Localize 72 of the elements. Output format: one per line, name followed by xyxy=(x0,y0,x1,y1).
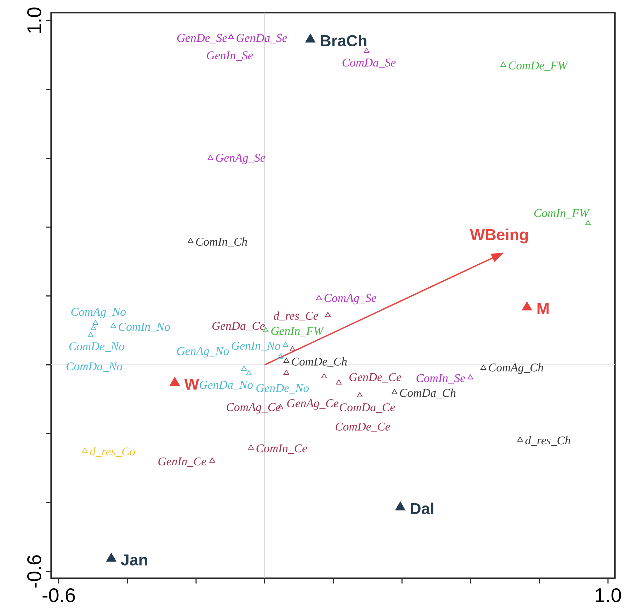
annotation: ComAg_Se xyxy=(324,294,377,305)
annotation: Jan xyxy=(121,554,148,566)
annotation: GenIn_Se xyxy=(207,52,254,61)
point xyxy=(242,366,248,371)
point xyxy=(90,325,96,330)
point xyxy=(106,553,117,562)
annotation: GenDa_Ce xyxy=(212,322,266,332)
point xyxy=(246,370,252,376)
point xyxy=(357,392,363,398)
point xyxy=(278,354,284,359)
annotation: ComAg_Ch xyxy=(489,363,544,374)
annotation: GenDa_No xyxy=(200,381,254,390)
annotation: GenIn_FW xyxy=(272,327,324,337)
annotation: GenAg_Ce xyxy=(288,399,339,410)
point xyxy=(208,155,214,160)
annotation: Dal xyxy=(411,502,434,514)
annotation: ComAg_No xyxy=(72,308,126,318)
annotation: d_res_Ch xyxy=(526,436,570,446)
annotation: GenIn_Ce xyxy=(158,458,206,468)
annotation: ComIn_No xyxy=(119,323,170,332)
point xyxy=(321,373,328,378)
point xyxy=(336,380,342,385)
annotation: GenIn_No xyxy=(232,342,281,352)
annotation: WBeing xyxy=(470,228,528,244)
point xyxy=(284,358,290,363)
point xyxy=(325,312,331,318)
annotation: ComDa_Se xyxy=(342,58,396,68)
annotation: GenDa_Se xyxy=(236,34,288,44)
annotation: ComIn_FW xyxy=(534,209,590,219)
annotation: ComDe_Ch xyxy=(292,357,347,368)
point xyxy=(522,302,532,311)
point xyxy=(290,346,296,352)
point xyxy=(306,34,316,43)
annotation: ComDe_No xyxy=(70,342,125,352)
point xyxy=(480,364,486,370)
point xyxy=(518,436,524,442)
point xyxy=(585,220,592,226)
annotation: M xyxy=(538,303,549,314)
annotation: ComIn_Ch xyxy=(196,238,248,248)
point xyxy=(92,320,99,326)
point xyxy=(188,238,194,244)
point xyxy=(395,502,406,511)
annotation: GenAg_No xyxy=(177,347,230,358)
point xyxy=(316,295,322,300)
point xyxy=(468,374,474,380)
point xyxy=(82,448,88,453)
point xyxy=(110,323,116,328)
annotation: BraCh xyxy=(321,34,367,46)
annotation: GenDe_Se xyxy=(178,34,228,44)
point xyxy=(283,342,289,348)
annotation: W xyxy=(184,378,200,390)
point xyxy=(364,48,370,54)
point xyxy=(392,389,398,394)
annotation: GenDe_No xyxy=(256,384,309,394)
annotation: ComDa_Ce xyxy=(340,404,396,413)
point xyxy=(210,458,216,463)
annotation: ComDe_FW xyxy=(509,62,569,72)
point xyxy=(170,377,180,386)
annotation: d_res_Co xyxy=(90,447,136,458)
annotation: d_res_Ce xyxy=(274,312,318,322)
annotation: ComDa_Ch xyxy=(400,388,456,399)
annotation: ComAg_Ce xyxy=(226,403,281,414)
annotation: ComIn_Ce xyxy=(256,444,308,454)
annotation: ComDe_Ce xyxy=(336,422,390,432)
annotation: GenAg_Se xyxy=(216,154,266,164)
annotation: ComIn_Se xyxy=(416,374,466,384)
point xyxy=(88,332,94,338)
annotation: GenDe_Ce xyxy=(350,373,402,383)
point xyxy=(500,62,506,67)
annotation: ComDa_No xyxy=(66,362,122,372)
point xyxy=(248,444,254,450)
point xyxy=(284,370,290,376)
